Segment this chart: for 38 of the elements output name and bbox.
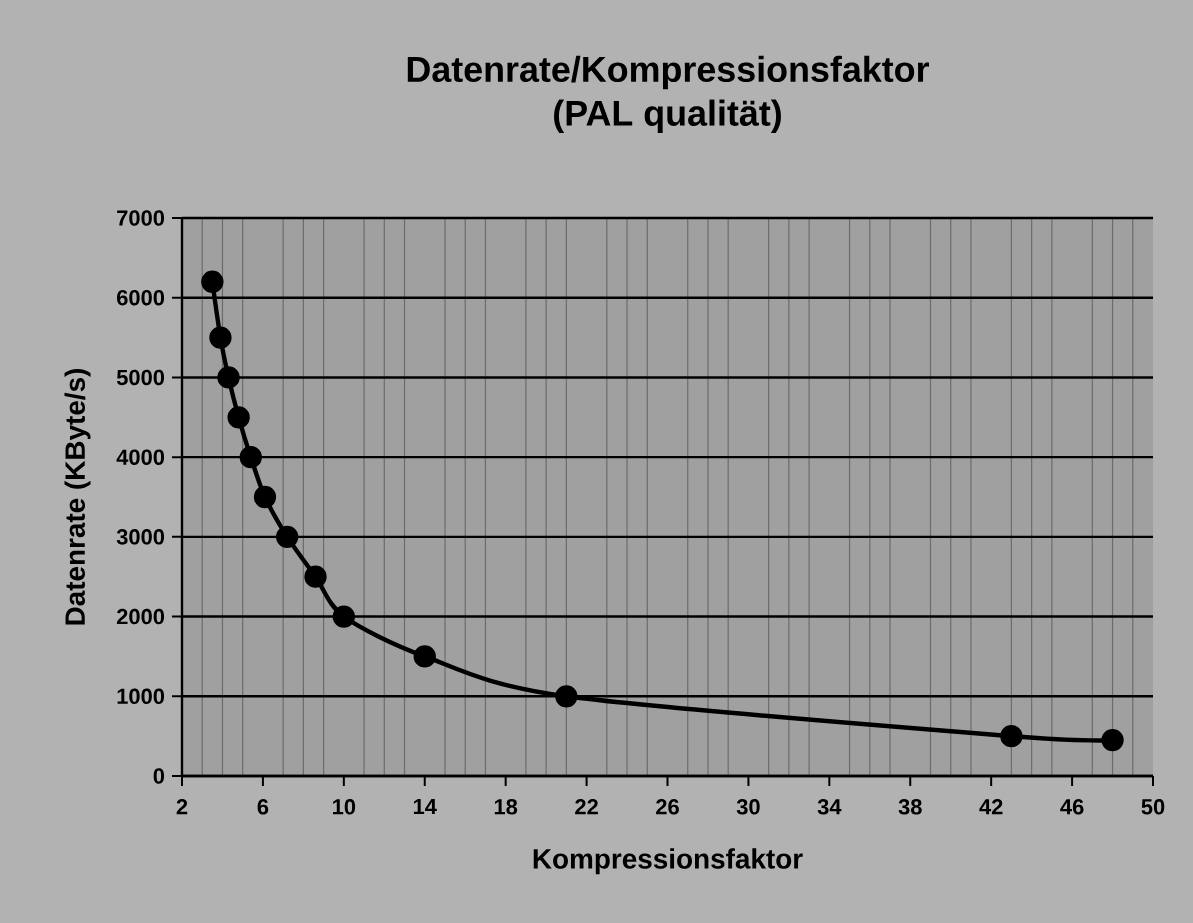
point bbox=[217, 366, 240, 389]
point bbox=[276, 525, 299, 549]
x-tick-label: 34 bbox=[817, 799, 842, 815]
x-tick-label: 2 bbox=[176, 799, 188, 815]
point bbox=[1000, 724, 1023, 748]
x-tick-label: 18 bbox=[494, 799, 518, 815]
x-tick-label: 14 bbox=[413, 799, 437, 815]
y-tick-label: 4000 bbox=[116, 449, 165, 465]
x-tick-label: 10 bbox=[333, 799, 356, 815]
x-tick-label: 26 bbox=[656, 799, 679, 815]
x-tick-label: 46 bbox=[1060, 799, 1084, 815]
y-tick-label: 5000 bbox=[116, 369, 165, 386]
point bbox=[413, 645, 436, 668]
point bbox=[332, 605, 355, 628]
y-tick-label: 0 bbox=[153, 768, 165, 784]
y-tick-label: 3000 bbox=[116, 529, 165, 545]
x-tick-label: 50 bbox=[1141, 799, 1165, 815]
y-tick-label: 6000 bbox=[117, 289, 165, 306]
point bbox=[209, 326, 232, 349]
point bbox=[1101, 728, 1124, 752]
y-tick-label: 2000 bbox=[116, 608, 165, 625]
point bbox=[201, 270, 224, 293]
y-tick-label: 7000 bbox=[117, 210, 165, 226]
point bbox=[253, 485, 277, 509]
y-tick-label: 1000 bbox=[117, 688, 165, 705]
x-tick-label: 6 bbox=[257, 799, 269, 815]
point bbox=[239, 445, 262, 469]
x-axis-title: Kompressionsfaktor bbox=[533, 848, 803, 875]
chart-title: Datenrate/Kompressionsfaktor bbox=[407, 55, 929, 90]
point bbox=[555, 685, 578, 708]
point bbox=[304, 565, 327, 588]
x-tick-label: 30 bbox=[736, 799, 760, 815]
x-tick-label: 22 bbox=[575, 799, 598, 815]
x-tick-label: 38 bbox=[898, 799, 922, 815]
point bbox=[227, 406, 250, 429]
x-tick-label: 42 bbox=[979, 799, 1003, 815]
chart-subtitle: (PAL qualität) bbox=[554, 99, 781, 134]
y-axis-title: Datenrate (KByte/s) bbox=[64, 369, 91, 625]
